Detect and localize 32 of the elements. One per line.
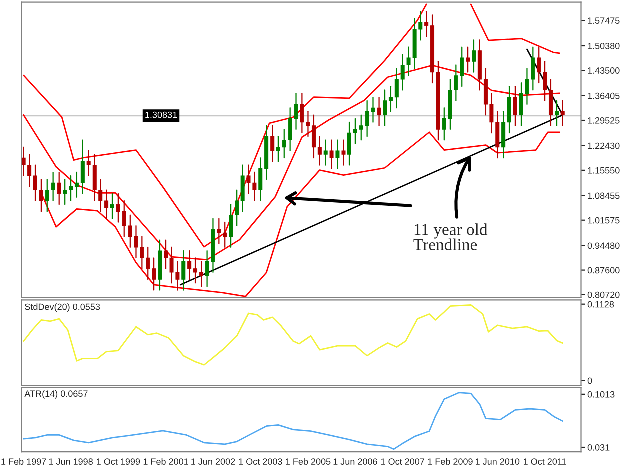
ref-line-label: 1.30831 xyxy=(146,112,178,118)
y-tick-label: 1.50380 xyxy=(588,42,620,50)
x-tick-label: 1 Feb 2001 xyxy=(144,458,188,465)
y-tick-label: 1.08455 xyxy=(588,192,620,200)
y-tick-label: 1.57475 xyxy=(588,18,620,24)
y-tick-label: 1.36405 xyxy=(588,92,620,100)
y-tick-label: 0.80720 xyxy=(588,292,620,298)
chart-title: StdDev(20) 0.0553 xyxy=(25,304,100,312)
x-tick-label: 1 Feb 1997 xyxy=(2,458,46,465)
y-tick-label: 1.22430 xyxy=(588,142,620,150)
annotation: 11 year old Trendline xyxy=(414,224,488,250)
y-tick-label: 0.1013 xyxy=(588,391,615,398)
x-tick-label: 1 Jun 2006 xyxy=(334,458,378,465)
x-tick-label: 1 Oct 2011 xyxy=(524,458,566,465)
y-tick-label: 0.94480 xyxy=(588,242,620,250)
x-tick-label: 1 Oct 1999 xyxy=(97,458,140,465)
x-tick-label: 1 Feb 2005 xyxy=(286,458,331,465)
y-tick-label: 0.87600 xyxy=(588,267,620,274)
x-tick-label: 1 Jun 2010 xyxy=(476,458,520,465)
y-tick-label: 1.29525 xyxy=(588,117,620,124)
x-tick-label: 1 Feb 2009 xyxy=(428,458,473,465)
x-tick-label: 1 Jun 2002 xyxy=(192,458,236,465)
y-tick-label: 0.031 xyxy=(588,444,610,451)
x-tick-label: 1 Jun 1998 xyxy=(49,458,93,465)
y-tick-label: 0 xyxy=(588,378,592,384)
y-tick-label: 1.15550 xyxy=(588,167,620,174)
y-tick-label: 1.43500 xyxy=(588,68,620,74)
y-tick-label: 0.1128 xyxy=(588,301,614,308)
x-tick-label: 1 Oct 2003 xyxy=(239,458,282,465)
y-tick-label: 1.01575 xyxy=(588,217,620,224)
x-tick-label: 1 Oct 2007 xyxy=(381,458,424,465)
chart-title: ATR(14) 0.0657 xyxy=(24,390,88,399)
